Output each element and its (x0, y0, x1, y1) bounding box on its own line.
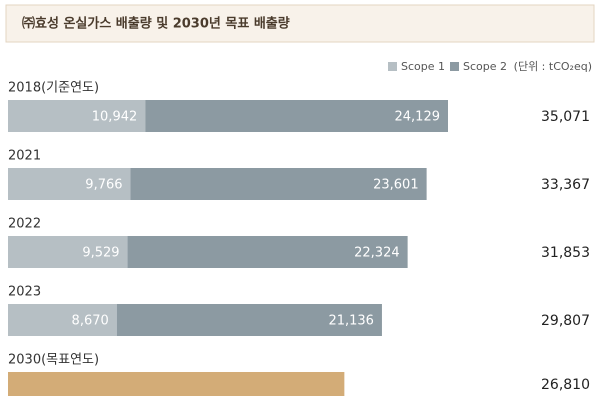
value-label: 9,766 (85, 178, 122, 193)
value-label: 24,129 (395, 110, 441, 125)
category-label: 2022 (8, 217, 41, 232)
bar-segment (116, 304, 382, 336)
bar-segment (8, 168, 131, 200)
category-label: 2021 (8, 149, 41, 164)
legend-swatch (388, 62, 397, 71)
value-label: 10,942 (92, 110, 138, 125)
value-label: 23,601 (373, 178, 419, 193)
bar-segment (8, 236, 128, 268)
value-label: 9,529 (82, 246, 119, 261)
total-label: 33,367 (541, 177, 590, 193)
value-label: 8,670 (72, 314, 109, 329)
value-label: 21,136 (328, 314, 374, 329)
total-label: 31,853 (541, 245, 590, 261)
total-label: 26,810 (541, 377, 590, 393)
total-label: 35,071 (541, 109, 590, 125)
unit-label: (단위 : tCO₂eq) (514, 60, 592, 73)
bar-segment (145, 100, 449, 132)
legend-swatch (450, 62, 459, 71)
target-bar (8, 372, 345, 396)
chart-title: ㈜효성 온실가스 배출량 및 2030년 목표 배출량 (22, 16, 290, 32)
total-label: 29,807 (541, 313, 590, 329)
legend-label: Scope 1 (401, 60, 445, 73)
value-label: 22,324 (354, 246, 400, 261)
category-label: 2030(목표연도) (8, 353, 99, 368)
title-box (5, 4, 595, 43)
bar-segment (8, 304, 117, 336)
bar-segment (127, 236, 408, 268)
category-label: 2018(기준연도) (8, 81, 99, 96)
category-label: 2023 (8, 285, 41, 300)
bar-segment (8, 100, 146, 132)
legend-label: Scope 2 (463, 60, 507, 73)
bar-segment (130, 168, 427, 200)
